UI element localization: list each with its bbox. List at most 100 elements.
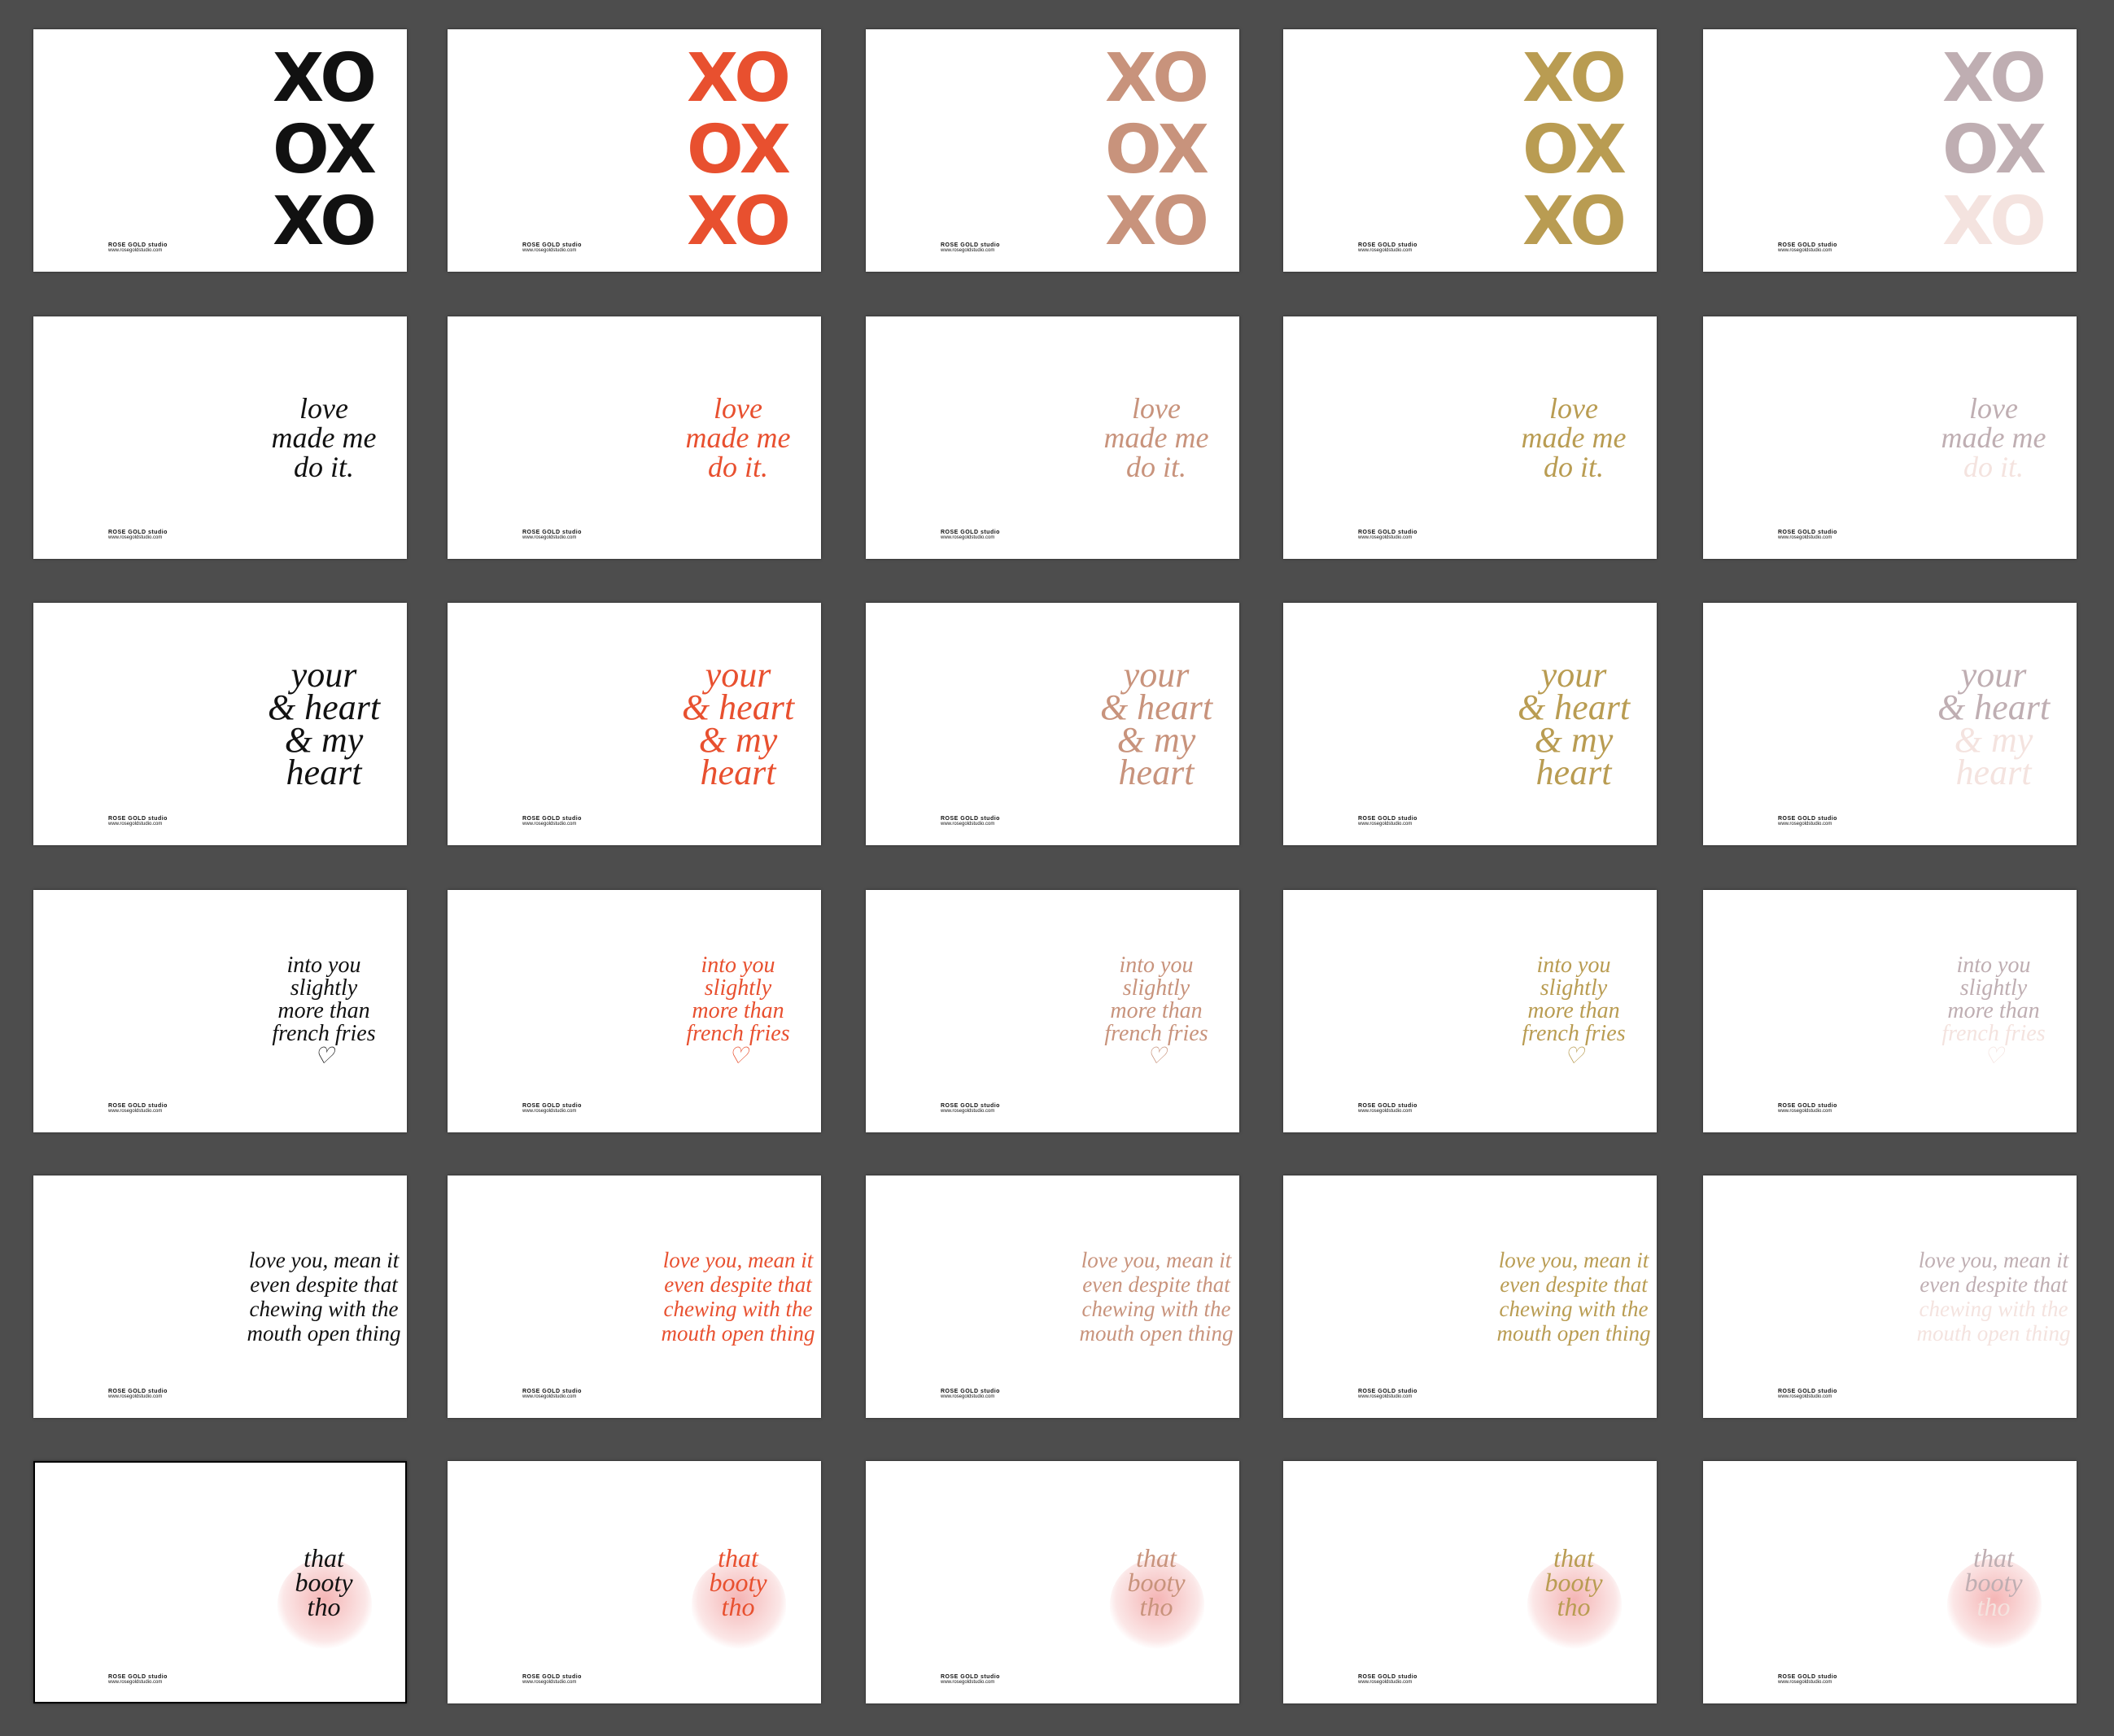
design-text: even despite that <box>1500 1272 1648 1297</box>
card[interactable]: into you slightly more than french fries ♡ RO… <box>448 890 821 1132</box>
card[interactable]: love you, mean it even despite that chewin… <box>1283 1176 1657 1418</box>
design-text: do it. <box>293 451 354 483</box>
design-text: do it. <box>1125 451 1186 483</box>
footer-brand: ROSE GOLD studio <box>1358 242 1417 248</box>
card[interactable]: love made me do it. ROSE GOLD studio www.ros… <box>33 316 407 559</box>
card[interactable]: love made me do it. ROSE GOLD studio www.ros… <box>866 316 1239 559</box>
footer-brand: ROSE GOLD studio <box>108 530 168 535</box>
footer-brand: ROSE GOLD studio <box>941 1103 1000 1109</box>
card-footer: ROSE GOLD studio www.rosegoldstudio.com <box>108 242 168 254</box>
card[interactable]: love you, mean it even despite that chewin… <box>448 1176 821 1418</box>
design-text: ♡ <box>1146 1044 1167 1069</box>
footer-url: www.rosegoldstudio.com <box>1358 1109 1413 1114</box>
card[interactable]: into you slightly more than french fries ♡ RO… <box>33 890 407 1132</box>
footer-url: www.rosegoldstudio.com <box>108 1680 163 1685</box>
card[interactable]: that booty tho ROSE GOLD studio www.rosegold… <box>1283 1461 1657 1703</box>
card-design: into you slightly more than french fries ♡ <box>1067 890 1239 1132</box>
footer-brand: ROSE GOLD studio <box>1358 1389 1417 1394</box>
design-text: tho <box>1557 1592 1591 1621</box>
card[interactable]: your & heart & my heart ROSE GOLD studio www.… <box>448 603 821 845</box>
card[interactable]: into you slightly more than french fries ♡ RO… <box>866 890 1239 1132</box>
card-design: your & heart & my heart <box>1067 603 1239 845</box>
design-text: made me <box>271 421 377 454</box>
card-design: your & heart & my heart <box>1904 603 2077 845</box>
card-design: love you, mean it even despite that chewin… <box>649 1176 821 1418</box>
card[interactable]: love you, mean it even despite that chewin… <box>33 1176 407 1418</box>
design-text: heart <box>700 752 776 792</box>
footer-url: www.rosegoldstudio.com <box>1778 248 1832 253</box>
design-text: OX <box>1522 111 1627 189</box>
card[interactable]: love made me do it. ROSE GOLD studio www.ros… <box>1283 316 1657 559</box>
card[interactable]: XO OX XO ROSE GOLD studio www.rosegoldstudio… <box>866 29 1239 272</box>
card[interactable]: that booty tho ROSE GOLD studio www.rosegold… <box>448 1461 821 1703</box>
card[interactable]: into you slightly more than french fries ♡ RO… <box>1703 890 2077 1132</box>
design-text: & heart <box>681 687 795 727</box>
card[interactable]: love you, mean it even despite that chewin… <box>866 1176 1239 1418</box>
card[interactable]: love you, mean it even despite that chewin… <box>1703 1176 2077 1418</box>
design-text: mouth open thing <box>1496 1321 1651 1346</box>
design-text: OX <box>1941 111 2046 189</box>
design-text: that <box>1553 1543 1594 1572</box>
card[interactable]: love made me do it. ROSE GOLD studio www.ros… <box>1703 316 2077 559</box>
design-text: love you, mean it <box>248 1248 400 1272</box>
design-text: made me <box>1941 421 2046 454</box>
card-design: that booty tho <box>234 1461 407 1703</box>
design-text: mouth open thing <box>661 1321 815 1346</box>
design-text: do it. <box>1963 451 2024 483</box>
footer-brand: ROSE GOLD studio <box>522 1103 582 1109</box>
design-text: XO <box>1941 183 2046 260</box>
footer-url: www.rosegoldstudio.com <box>1778 822 1832 827</box>
design-text: your <box>1123 655 1190 695</box>
card[interactable]: that booty tho ROSE GOLD studio www.rosegold… <box>1703 1461 2077 1703</box>
card[interactable]: XO OX XO ROSE GOLD studio www.rosegoldstudio… <box>1703 29 2077 272</box>
card[interactable]: your & heart & my heart ROSE GOLD studio www.… <box>866 603 1239 845</box>
card[interactable]: your & heart & my heart ROSE GOLD studio www.… <box>1283 603 1657 845</box>
footer-url: www.rosegoldstudio.com <box>1358 822 1413 827</box>
footer-url: www.rosegoldstudio.com <box>1778 1680 1832 1685</box>
design-text: love you, mean it <box>1498 1248 1649 1272</box>
design-text: love <box>714 392 762 425</box>
design-text: booty <box>709 1568 767 1597</box>
footer-brand: ROSE GOLD studio <box>941 1674 1000 1680</box>
design-text: slightly <box>1540 975 1608 1001</box>
heart-watercolor <box>1527 1559 1622 1650</box>
design-text: love you, mean it <box>1081 1248 1232 1272</box>
card-design: into you slightly more than french fries ♡ <box>649 890 821 1132</box>
heart-watercolor <box>1110 1559 1204 1650</box>
footer-brand: ROSE GOLD studio <box>1778 242 1837 248</box>
design-text: love <box>1549 392 1598 425</box>
card-footer: ROSE GOLD studio www.rosegoldstudio.com <box>522 816 582 827</box>
footer-url: www.rosegoldstudio.com <box>522 1394 577 1399</box>
design-text: made me <box>685 421 791 454</box>
card[interactable]: love made me do it. ROSE GOLD studio www.ros… <box>448 316 821 559</box>
footer-brand: ROSE GOLD studio <box>522 1389 582 1394</box>
card[interactable]: that booty tho ROSE GOLD studio www.rosegold… <box>866 1461 1239 1703</box>
card-design: love made me do it. <box>1904 316 2077 559</box>
card[interactable]: XO OX XO ROSE GOLD studio www.rosegoldstudio… <box>33 29 407 272</box>
design-text: french fries <box>1941 1021 2046 1046</box>
design-text: OX <box>272 111 377 189</box>
design-text: your <box>290 655 357 695</box>
card[interactable]: XO OX XO ROSE GOLD studio www.rosegoldstudio… <box>1283 29 1657 272</box>
card-footer: ROSE GOLD studio www.rosegoldstudio.com <box>522 1674 582 1686</box>
card[interactable]: XO OX XO ROSE GOLD studio www.rosegoldstudio… <box>448 29 821 272</box>
card[interactable]: into you slightly more than french fries ♡ RO… <box>1283 890 1657 1132</box>
card[interactable]: that booty tho ROSE GOLD studio www.rosegold… <box>33 1461 407 1703</box>
design-text: chewing with the <box>249 1297 399 1321</box>
design-text: that <box>1136 1543 1177 1572</box>
design-text: that <box>718 1543 758 1572</box>
footer-brand: ROSE GOLD studio <box>108 242 168 248</box>
card-footer: ROSE GOLD studio www.rosegoldstudio.com <box>941 530 1000 541</box>
card-design: love made me do it. <box>1484 316 1657 559</box>
design-text: even despite that <box>250 1272 398 1297</box>
card-design: love you, mean it even despite that chewin… <box>1904 1176 2077 1418</box>
card[interactable]: your & heart & my heart ROSE GOLD studio www.… <box>1703 603 2077 845</box>
design-text: into you <box>286 953 361 978</box>
footer-brand: ROSE GOLD studio <box>941 816 1000 822</box>
card-footer: ROSE GOLD studio www.rosegoldstudio.com <box>1358 816 1417 827</box>
card[interactable]: your & heart & my heart ROSE GOLD studio www.… <box>33 603 407 845</box>
footer-url: www.rosegoldstudio.com <box>941 1109 995 1114</box>
card-design: XO OX XO <box>234 29 407 272</box>
design-text: into you <box>1536 953 1611 978</box>
